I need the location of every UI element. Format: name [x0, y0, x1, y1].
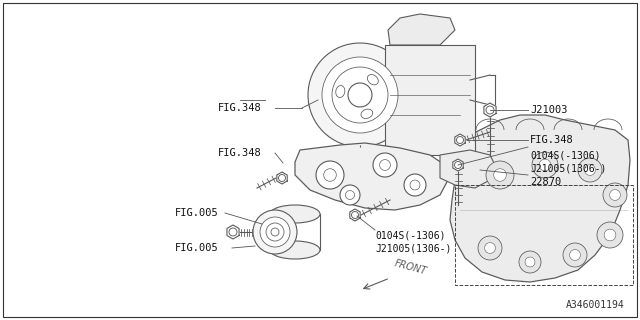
Text: FIG.348: FIG.348 [530, 135, 573, 145]
Circle shape [597, 222, 623, 248]
Text: FIG.348: FIG.348 [218, 148, 262, 158]
Ellipse shape [270, 241, 320, 259]
Circle shape [563, 243, 587, 267]
Bar [455, 185, 633, 285]
Polygon shape [350, 209, 360, 221]
Circle shape [519, 251, 541, 273]
Circle shape [348, 83, 372, 107]
Polygon shape [440, 150, 495, 188]
Circle shape [271, 228, 279, 236]
Circle shape [525, 257, 535, 267]
Circle shape [278, 174, 285, 181]
Polygon shape [455, 134, 465, 146]
Circle shape [229, 228, 237, 236]
Ellipse shape [270, 205, 320, 223]
Circle shape [484, 243, 495, 253]
Polygon shape [388, 14, 455, 45]
Text: FIG.348: FIG.348 [218, 103, 262, 113]
Polygon shape [453, 159, 463, 171]
Circle shape [578, 158, 602, 182]
Circle shape [604, 229, 616, 241]
Polygon shape [295, 143, 448, 210]
Text: J21005(1306-): J21005(1306-) [530, 163, 606, 173]
Circle shape [253, 210, 297, 254]
Circle shape [478, 236, 502, 260]
Text: J21003: J21003 [530, 105, 568, 115]
Polygon shape [484, 103, 496, 117]
Polygon shape [450, 115, 630, 282]
Circle shape [322, 57, 398, 133]
Circle shape [454, 162, 461, 169]
Ellipse shape [336, 85, 345, 98]
Circle shape [380, 160, 390, 171]
Circle shape [332, 67, 388, 123]
Circle shape [603, 183, 627, 207]
Circle shape [346, 190, 355, 199]
Circle shape [373, 153, 397, 177]
FancyBboxPatch shape [385, 45, 475, 155]
Ellipse shape [361, 109, 372, 118]
Circle shape [610, 189, 620, 200]
Circle shape [539, 159, 551, 171]
Circle shape [260, 217, 290, 247]
Text: FIG.005: FIG.005 [175, 243, 219, 253]
Polygon shape [277, 172, 287, 184]
Circle shape [266, 223, 284, 241]
Circle shape [584, 164, 595, 175]
Circle shape [324, 169, 336, 181]
Text: 0104S(-1306): 0104S(-1306) [530, 150, 600, 160]
Circle shape [493, 169, 506, 181]
Circle shape [486, 106, 494, 114]
Circle shape [308, 43, 412, 147]
Circle shape [316, 161, 344, 189]
Text: FRONT: FRONT [393, 259, 428, 277]
Circle shape [486, 161, 514, 189]
Text: FIG.005: FIG.005 [175, 208, 219, 218]
Text: 0104S(-1306): 0104S(-1306) [375, 230, 445, 240]
Text: A346001194: A346001194 [566, 300, 625, 310]
Circle shape [532, 152, 558, 178]
Circle shape [351, 212, 358, 219]
Circle shape [404, 174, 426, 196]
Ellipse shape [367, 75, 378, 85]
Polygon shape [227, 225, 239, 239]
Circle shape [410, 180, 420, 190]
Circle shape [456, 137, 463, 143]
Text: J21005(1306-): J21005(1306-) [375, 243, 451, 253]
Circle shape [570, 250, 580, 260]
Text: 22870: 22870 [530, 177, 561, 187]
Circle shape [340, 185, 360, 205]
